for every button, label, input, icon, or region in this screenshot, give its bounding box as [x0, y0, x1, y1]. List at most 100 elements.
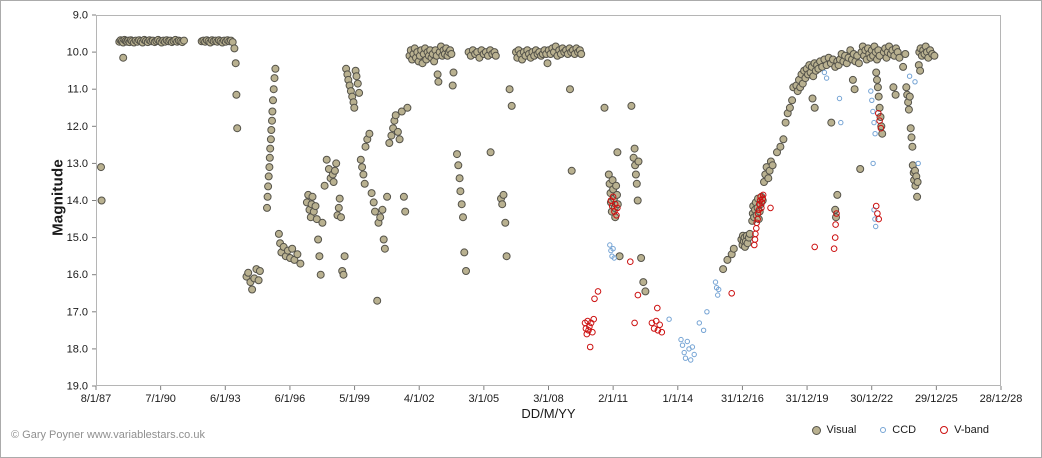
y-tick-label: 16.0 — [67, 269, 88, 281]
data-point — [270, 74, 279, 83]
data-point — [639, 278, 648, 287]
data-point — [379, 235, 388, 244]
data-point — [449, 68, 458, 77]
legend-label-visual: Visual — [826, 424, 857, 436]
data-point — [399, 192, 408, 201]
copyright-text: © Gary Poyner www.variablestars.co.uk — [11, 429, 205, 441]
data-point — [608, 176, 617, 185]
data-point — [269, 96, 277, 105]
data-point — [264, 172, 273, 181]
data-point — [682, 355, 689, 361]
data-point — [502, 252, 511, 261]
data-point — [318, 218, 327, 227]
data-point — [330, 166, 339, 175]
data-point — [631, 170, 640, 179]
data-point — [329, 178, 338, 186]
x-tick-label: 29/12/25 — [915, 393, 958, 405]
data-point — [872, 68, 881, 77]
data-point — [334, 203, 343, 212]
data-point — [854, 59, 863, 68]
data-point — [353, 79, 362, 88]
data-point — [833, 210, 840, 217]
data-point — [296, 259, 305, 268]
data-point — [337, 213, 345, 222]
data-point — [823, 75, 830, 81]
data-point — [754, 215, 763, 224]
data-point — [457, 200, 466, 209]
data-point — [356, 155, 365, 164]
data-point — [403, 103, 412, 112]
data-point — [907, 133, 916, 142]
series-ccd-points — [607, 69, 921, 363]
data-point — [501, 218, 510, 227]
data-point — [656, 321, 664, 329]
data-point — [808, 94, 817, 103]
data-point — [393, 127, 402, 136]
data-point — [376, 213, 385, 222]
data-point — [359, 170, 368, 179]
data-point — [365, 129, 374, 138]
data-point — [378, 205, 387, 214]
data-point — [491, 51, 500, 60]
data-point — [788, 96, 797, 105]
data-point — [908, 142, 917, 151]
data-point — [380, 244, 389, 253]
data-point — [753, 219, 761, 227]
data-point — [916, 66, 925, 75]
data-point — [715, 292, 721, 298]
data-point — [627, 258, 634, 266]
vband-marker-icon — [940, 426, 949, 434]
plot-area-border — [96, 15, 1001, 386]
data-point — [361, 142, 370, 151]
data-point — [764, 174, 773, 183]
data-point — [255, 267, 264, 275]
x-tick-label: 4/1/02 — [404, 393, 435, 405]
data-point — [913, 192, 922, 201]
data-point — [613, 190, 621, 199]
data-point — [781, 118, 790, 127]
legend-label-vband: V-band — [954, 424, 989, 436]
x-tick-label: 1/1/14 — [662, 393, 693, 405]
data-point — [836, 95, 843, 102]
data-point — [567, 166, 576, 175]
x-tick-label: 2/1/11 — [598, 393, 628, 405]
y-axis-ticks: 9.0 10.0 11.0 12.0 13.0 14.0 15.0 16.0 17.0 18.0 1… — [67, 10, 96, 393]
data-point — [688, 357, 694, 363]
legend-item-visual: Visual — [811, 424, 857, 436]
data-point — [915, 160, 921, 167]
data-point — [459, 213, 467, 222]
data-point — [767, 204, 774, 212]
data-point — [254, 276, 263, 285]
data-point — [320, 181, 329, 190]
data-point — [838, 119, 844, 126]
data-point — [630, 144, 639, 153]
data-point — [233, 124, 242, 133]
data-point — [875, 110, 882, 117]
data-point — [875, 103, 884, 112]
data-point — [831, 205, 840, 214]
x-tick-label: 3/1/08 — [533, 393, 564, 405]
x-tick-label: 5/1/99 — [339, 393, 370, 405]
legend: Visual CCD V-band — [811, 424, 989, 436]
data-point — [274, 229, 283, 238]
data-point — [684, 338, 690, 345]
data-point — [833, 190, 842, 199]
data-point — [373, 296, 382, 305]
data-point — [369, 198, 378, 207]
data-point — [634, 291, 642, 299]
data-point — [600, 103, 609, 112]
data-point — [456, 187, 465, 196]
data-point — [266, 144, 275, 153]
data-point — [652, 317, 660, 325]
data-point — [759, 195, 767, 202]
y-tick-label: 12.0 — [67, 121, 88, 133]
data-point — [889, 83, 898, 92]
data-point — [360, 179, 369, 188]
data-point — [97, 196, 106, 205]
data-point — [810, 103, 819, 112]
data-point — [856, 165, 865, 173]
data-point — [716, 286, 722, 293]
data-point — [850, 85, 859, 94]
